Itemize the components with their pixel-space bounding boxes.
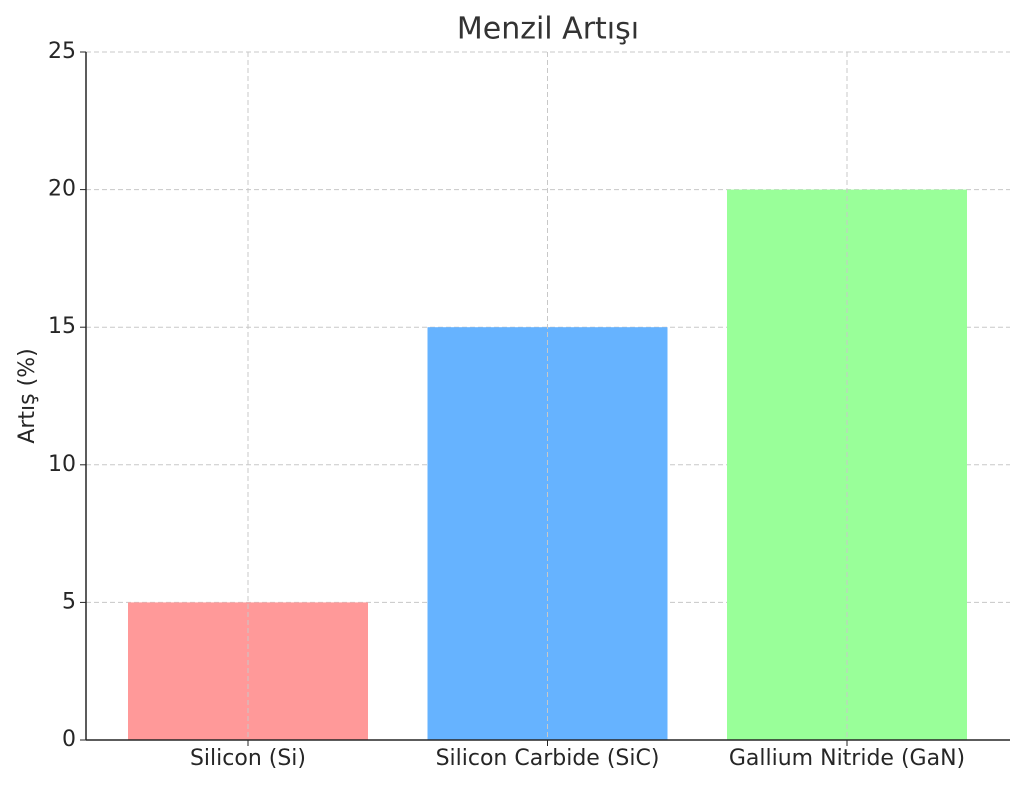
y-axis-label: Artış (%) bbox=[15, 348, 40, 443]
y-tick-label: 20 bbox=[48, 177, 76, 202]
y-tick-label: 15 bbox=[48, 314, 76, 339]
x-tick-label: Gallium Nitride (GaN) bbox=[729, 746, 965, 771]
chart-title: Menzil Artışı bbox=[457, 12, 639, 47]
y-tick-label: 5 bbox=[62, 589, 76, 614]
y-tick-label: 0 bbox=[62, 727, 76, 752]
x-tick-label: Silicon (Si) bbox=[190, 746, 306, 771]
x-tick-label: Silicon Carbide (SiC) bbox=[436, 746, 660, 771]
y-tick-label: 10 bbox=[48, 452, 76, 477]
y-tick-label: 25 bbox=[48, 39, 76, 64]
